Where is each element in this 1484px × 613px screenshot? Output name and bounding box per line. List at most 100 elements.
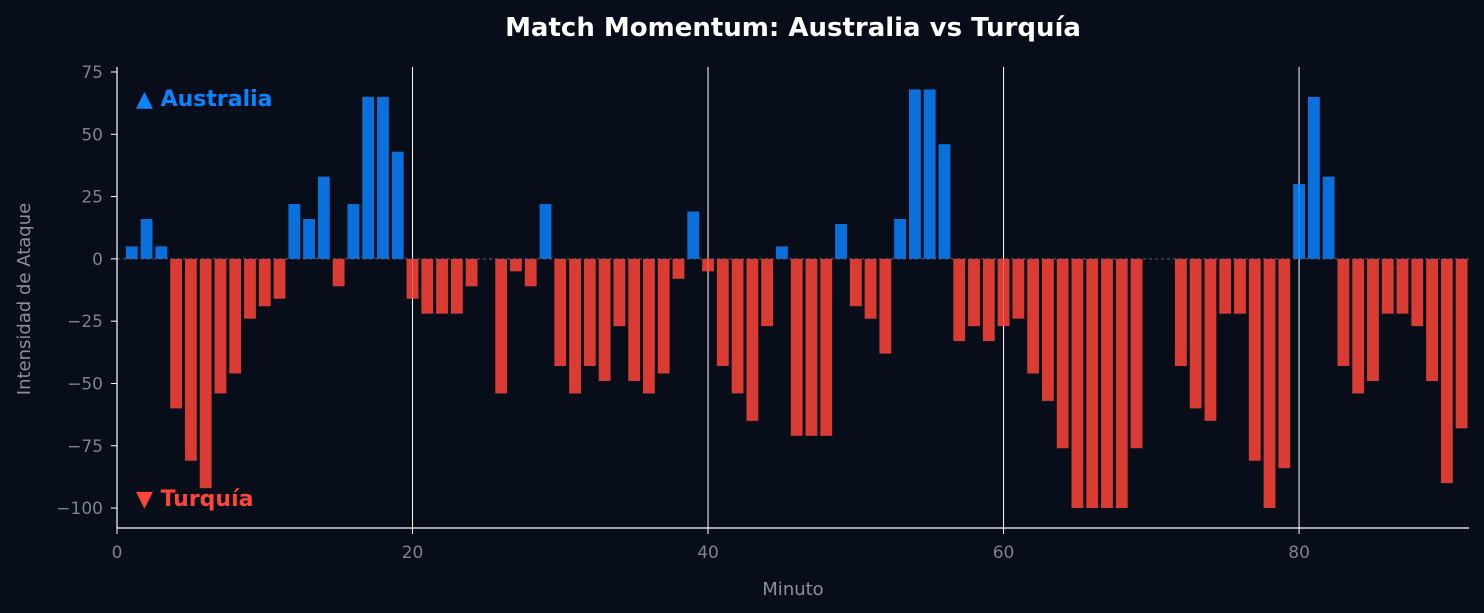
- bar: [1248, 258, 1261, 461]
- x-tick-label: 60: [993, 543, 1015, 563]
- bar: [1322, 176, 1335, 259]
- bar: [820, 258, 833, 436]
- bar: [1115, 258, 1128, 509]
- bar: [1101, 258, 1113, 509]
- bar: [214, 258, 227, 394]
- bar: [155, 246, 168, 259]
- bar: [170, 258, 183, 409]
- bar: [406, 258, 419, 299]
- bar: [1337, 258, 1350, 367]
- bar: [1027, 258, 1040, 374]
- bar: [1293, 184, 1305, 259]
- y-tick-label: −25: [67, 312, 103, 332]
- bar: [716, 258, 729, 367]
- bar: [1352, 258, 1365, 394]
- y-tick-label: 50: [81, 125, 103, 145]
- bar: [495, 258, 508, 394]
- x-tick-label: 0: [112, 543, 123, 563]
- bar: [672, 258, 685, 279]
- bar: [125, 246, 138, 259]
- bar: [140, 219, 153, 259]
- bar: [1278, 258, 1291, 469]
- bar: [450, 258, 463, 314]
- bar: [1381, 258, 1394, 314]
- y-tick-label: −75: [67, 437, 103, 457]
- bar: [702, 258, 714, 272]
- bar: [332, 258, 345, 287]
- bar: [465, 258, 478, 287]
- bar: [1071, 258, 1084, 509]
- bar: [184, 258, 197, 461]
- bar: [1174, 258, 1187, 367]
- bar: [968, 258, 980, 327]
- bar: [510, 258, 522, 272]
- bar: [303, 219, 315, 259]
- bar: [790, 258, 803, 436]
- bar: [1012, 258, 1025, 319]
- y-tick-label: −50: [67, 374, 103, 394]
- bar: [229, 258, 242, 374]
- bar: [849, 258, 862, 307]
- y-tick-label: 0: [92, 250, 103, 270]
- bar: [776, 246, 788, 259]
- bar: [244, 258, 256, 319]
- bar: [1440, 258, 1453, 484]
- bar: [731, 258, 744, 394]
- bar: [421, 258, 434, 314]
- legend-australia: ▲ Australia: [136, 87, 273, 112]
- legend-turquia: ▼ Turquía: [136, 487, 253, 512]
- bar: [539, 204, 552, 259]
- chart-title: Match Momentum: Australia vs Turquía: [505, 13, 1081, 43]
- bar: [317, 176, 330, 259]
- bar: [746, 258, 759, 421]
- bar: [362, 96, 375, 259]
- bar: [377, 96, 389, 259]
- bar: [347, 204, 360, 259]
- bar: [1219, 258, 1232, 314]
- bar: [628, 258, 641, 381]
- axes: −100 −75 −50 −25 0 25 50 75 0 20 40 60 80: [56, 63, 1469, 563]
- bar: [1396, 258, 1409, 314]
- bar: [436, 258, 448, 314]
- bar: [1307, 96, 1320, 259]
- bar: [879, 258, 892, 354]
- bar: [524, 258, 537, 287]
- bar: [1086, 258, 1099, 509]
- bar: [288, 204, 301, 259]
- bar: [1189, 258, 1202, 409]
- bar: [1367, 258, 1379, 381]
- bar: [805, 258, 818, 436]
- x-axis-label: Minuto: [762, 579, 823, 600]
- bar: [1130, 258, 1143, 449]
- bar: [643, 258, 655, 394]
- y-axis-label: Intensidad de Ataque: [14, 203, 35, 395]
- bar: [199, 258, 212, 489]
- bar: [391, 151, 404, 259]
- bar: [1411, 258, 1424, 327]
- bar: [982, 258, 995, 342]
- bars: [125, 89, 1468, 509]
- x-tick-label: 80: [1288, 543, 1310, 563]
- bar: [569, 258, 581, 394]
- bar: [923, 89, 936, 259]
- bar: [835, 223, 847, 259]
- bar: [997, 258, 1010, 327]
- bar: [1455, 258, 1468, 429]
- bar: [1234, 258, 1246, 314]
- bar: [687, 211, 700, 259]
- y-tick-label: 25: [81, 188, 103, 208]
- bar: [273, 258, 286, 299]
- bar: [761, 258, 774, 327]
- bar: [864, 258, 877, 319]
- bar: [1426, 258, 1438, 381]
- bar: [938, 144, 951, 259]
- y-tick-label: 75: [81, 63, 103, 83]
- bar: [598, 258, 611, 381]
- bar: [953, 258, 966, 342]
- bar: [613, 258, 626, 327]
- bar: [583, 258, 596, 367]
- bar: [554, 258, 567, 367]
- bar: [894, 219, 907, 259]
- bar: [1204, 258, 1217, 421]
- bar: [1041, 258, 1054, 401]
